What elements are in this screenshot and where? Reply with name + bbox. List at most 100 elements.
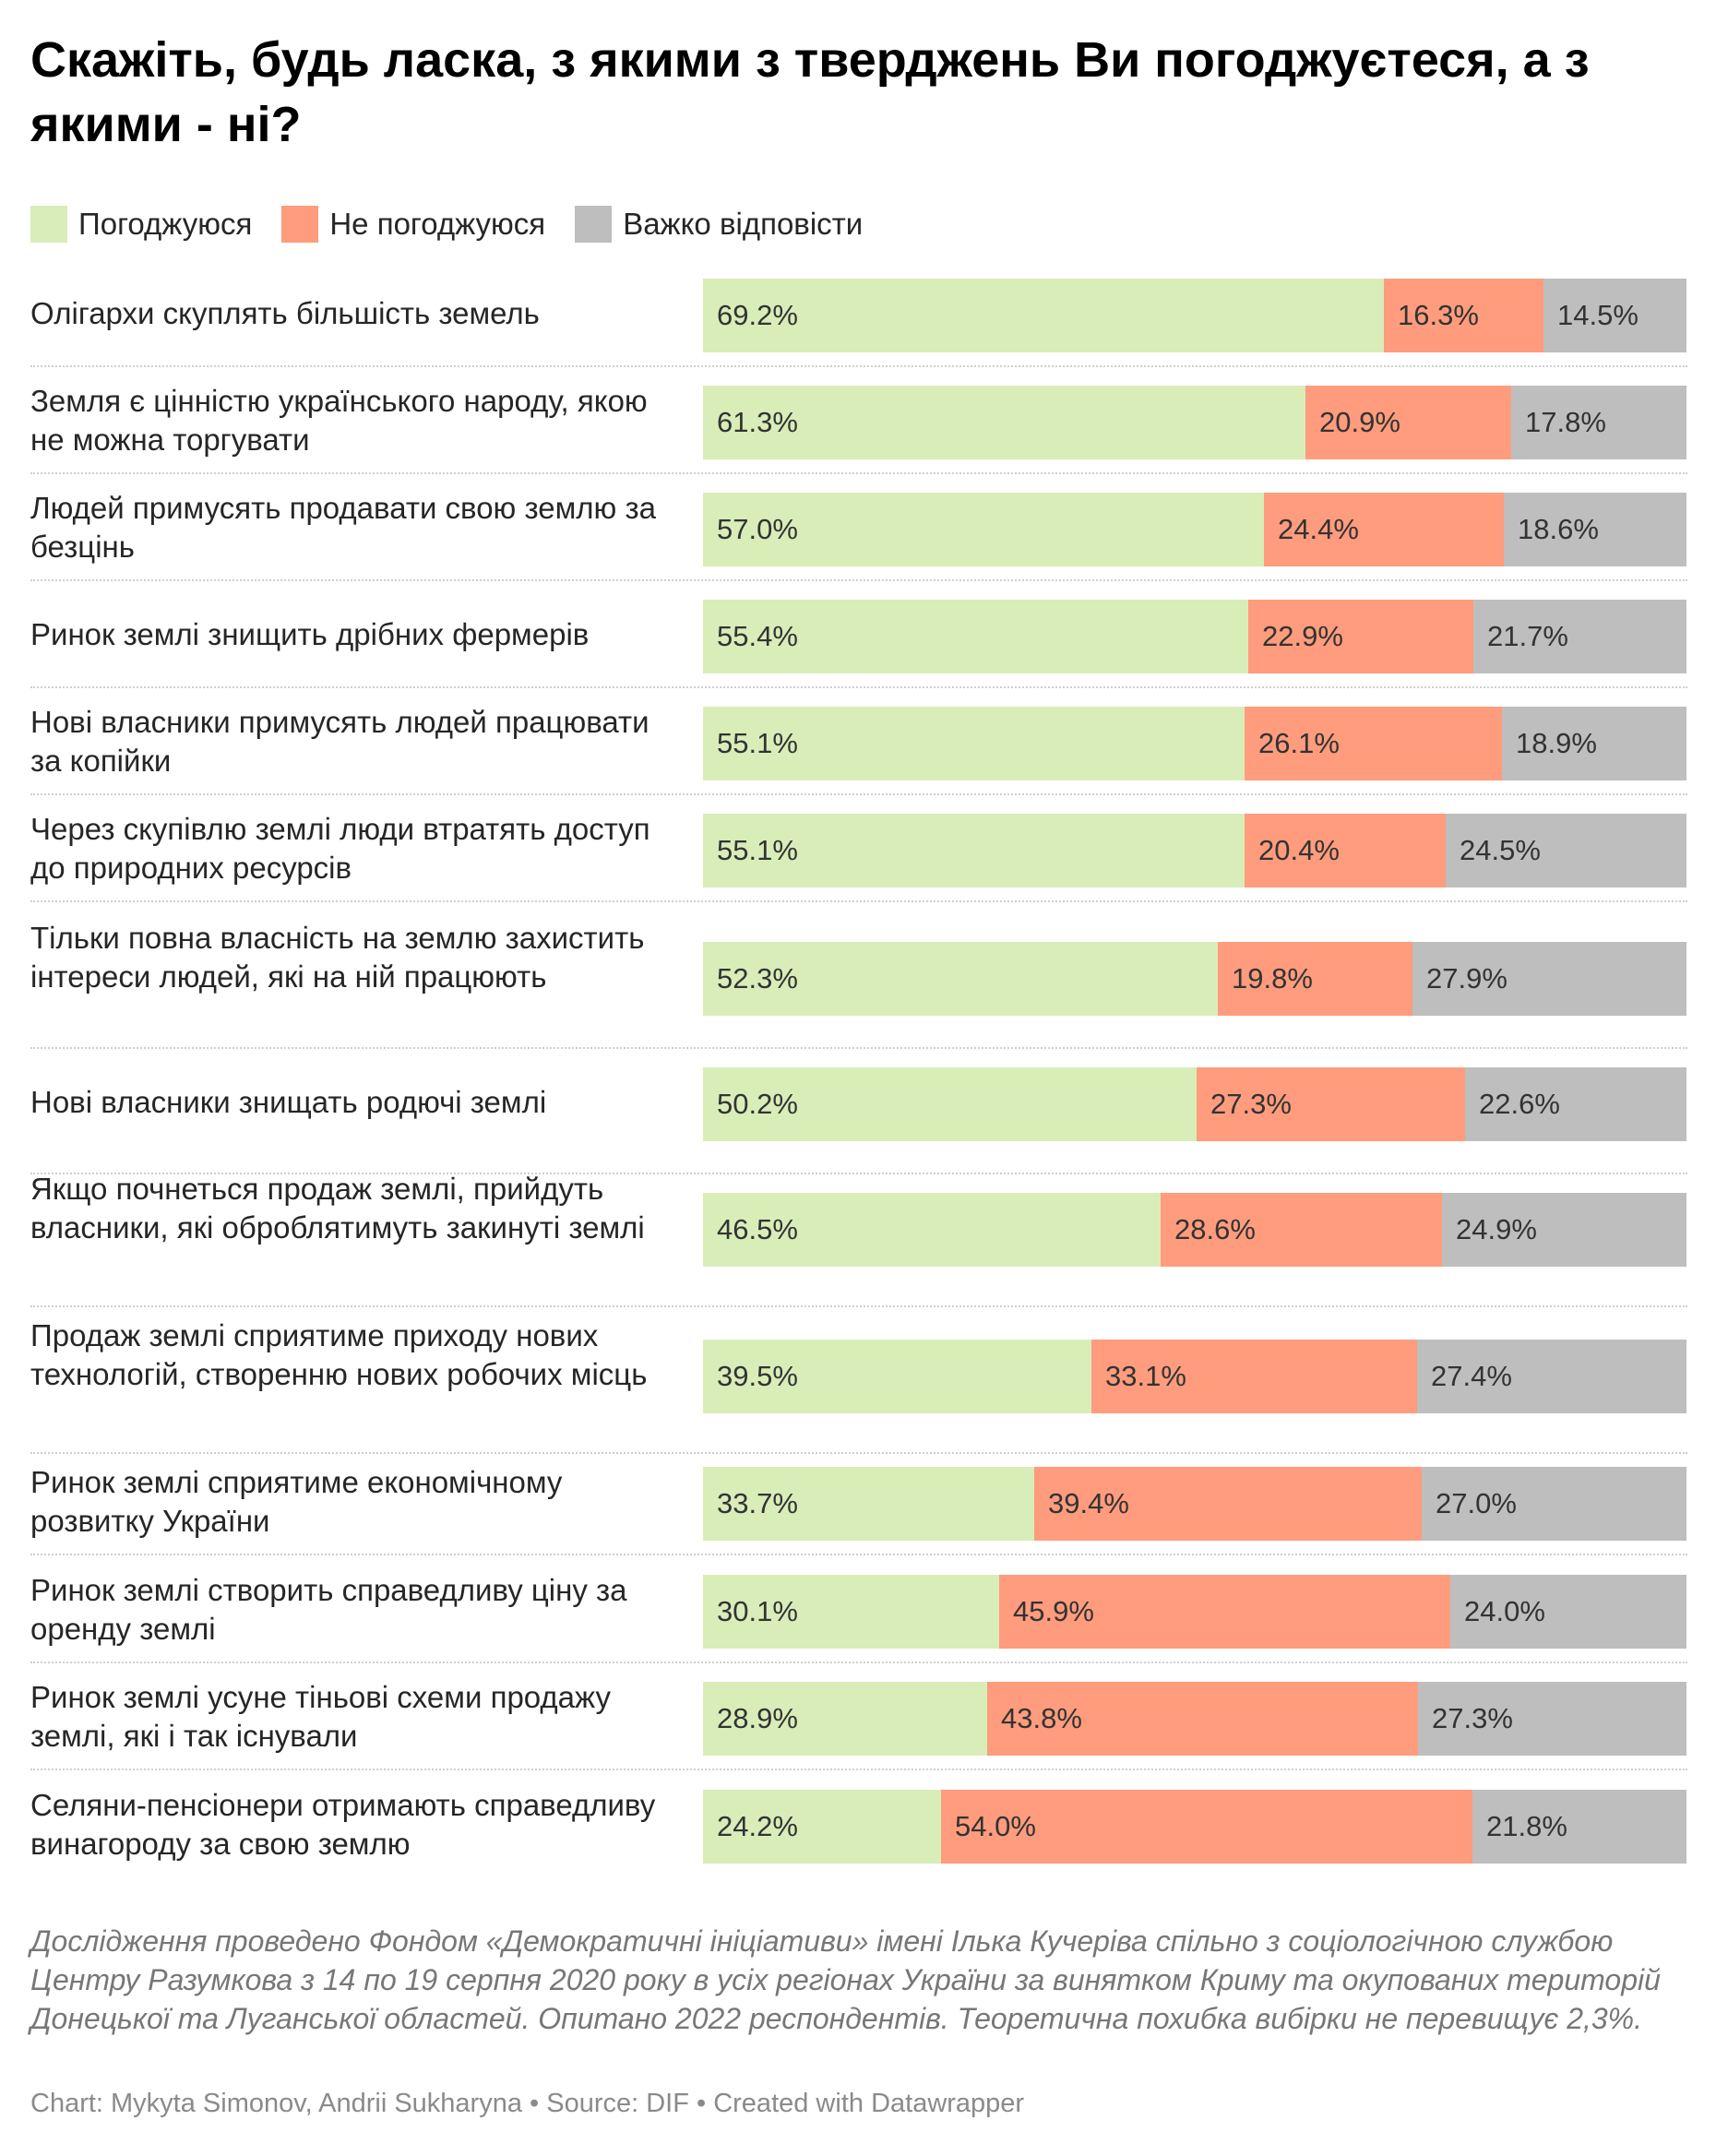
data-label-disagree: 43.8% — [1001, 1702, 1082, 1734]
data-label-hard-to-say: 17.8% — [1525, 406, 1606, 438]
data-label-agree: 33.7% — [717, 1487, 798, 1519]
bar-segment-hard-to-say — [1446, 814, 1686, 887]
row-label: Ринок землі знищить дрібних фермерів — [30, 617, 590, 651]
data-label-hard-to-say: 24.0% — [1464, 1595, 1545, 1627]
legend-item-disagree: Не погоджуюся — [281, 206, 545, 243]
bar-segment-disagree — [1245, 707, 1502, 780]
data-label-hard-to-say: 22.6% — [1479, 1088, 1560, 1120]
legend-label-hard-to-say: Важко відповісти — [623, 207, 864, 241]
chart-credits: Chart: Mykyta Simonov, Andrii Sukharyna … — [30, 2089, 1025, 2118]
legend-swatch-hard-to-say — [575, 206, 613, 243]
data-label-disagree: 33.1% — [1105, 1360, 1186, 1392]
data-label-disagree: 45.9% — [1013, 1595, 1094, 1627]
row-label: Нові власники примусять людей працювати … — [30, 705, 649, 778]
row-separator — [30, 793, 1687, 795]
bar-segment-hard-to-say — [1450, 1575, 1686, 1649]
legend-label-agree: Погоджуюся — [78, 207, 253, 241]
bar-segment-disagree — [1197, 1067, 1465, 1141]
legend-item-agree: Погоджуюся — [30, 206, 252, 243]
data-label-agree: 69.2% — [717, 299, 798, 331]
data-label-hard-to-say: 24.9% — [1456, 1213, 1537, 1245]
row-label: Людей примусять продавати свою землю за … — [30, 491, 656, 564]
bar-segment-agree — [703, 1340, 1091, 1413]
data-label-agree: 55.1% — [717, 834, 798, 866]
row-separator — [30, 1554, 1687, 1555]
bar-segment-agree — [703, 1467, 1034, 1541]
row-separator — [30, 1047, 1687, 1049]
data-label-hard-to-say: 24.5% — [1460, 834, 1541, 866]
data-label-agree: 57.0% — [717, 513, 798, 545]
row-separator — [30, 365, 1687, 367]
methodology-note: Дослідження проведено Фондом «Демократич… — [30, 1924, 1661, 2035]
chart-title: Скажіть, будь ласка, з якими з тверджень… — [30, 32, 1590, 152]
data-label-hard-to-say: 21.8% — [1486, 1810, 1567, 1842]
data-label-disagree: 39.4% — [1048, 1487, 1129, 1519]
bar-segment-agree — [703, 942, 1218, 1016]
data-label-agree: 39.5% — [717, 1360, 798, 1392]
legend-swatch-agree — [30, 206, 67, 243]
data-label-disagree: 20.9% — [1319, 406, 1400, 438]
data-label-disagree: 16.3% — [1398, 299, 1479, 331]
data-label-agree: 50.2% — [717, 1088, 798, 1120]
bar-segment-hard-to-say — [1472, 1790, 1686, 1864]
bar-segment-hard-to-say — [1417, 1340, 1686, 1413]
data-label-agree: 52.3% — [717, 962, 798, 995]
row-label: Ринок землі усуне тіньові схеми продажу … — [30, 1680, 611, 1753]
data-label-agree: 55.1% — [717, 727, 798, 759]
data-label-disagree: 20.4% — [1258, 834, 1340, 866]
bar-segment-agree — [703, 493, 1264, 566]
legend-item-hard-to-say: Важко відповісти — [575, 206, 863, 243]
row-label: Продаж землі сприятиме приходу нових тех… — [30, 1318, 648, 1391]
bar-segment-hard-to-say — [1422, 1467, 1686, 1541]
row-label: Нові власники знищать родючі землі — [30, 1085, 547, 1119]
bar-segment-disagree — [1091, 1340, 1417, 1413]
row-separator — [30, 579, 1687, 581]
data-label-agree: 61.3% — [717, 406, 798, 438]
data-label-hard-to-say: 27.3% — [1432, 1702, 1513, 1734]
bar-segment-agree — [703, 1193, 1161, 1267]
data-label-disagree: 19.8% — [1232, 962, 1313, 995]
bar-segment-disagree — [1161, 1193, 1442, 1267]
data-label-hard-to-say: 27.9% — [1426, 962, 1507, 995]
row-label: Ринок землі створить справедливу ціну за… — [30, 1573, 627, 1646]
bar-segment-disagree — [1264, 493, 1504, 566]
bar-segment-agree — [703, 1682, 987, 1756]
row-separator — [30, 1662, 1687, 1663]
bar-segment-hard-to-say — [1504, 493, 1686, 566]
row-separator — [30, 472, 1687, 474]
data-label-disagree: 54.0% — [955, 1810, 1036, 1842]
row-label: Якщо почнеться продаж землі, прийдуть вл… — [30, 1172, 645, 1245]
row-separator — [30, 1452, 1687, 1454]
bar-segment-agree — [703, 1790, 941, 1864]
bar-segment-hard-to-say — [1442, 1193, 1686, 1267]
row-separator — [30, 1173, 1687, 1174]
data-label-agree: 28.9% — [717, 1702, 798, 1734]
data-label-disagree: 27.3% — [1210, 1088, 1292, 1120]
bar-segment-disagree — [1218, 942, 1412, 1016]
bar-segment-hard-to-say — [1502, 707, 1686, 780]
legend-label-disagree: Не погоджуюся — [329, 207, 546, 241]
row-label: Земля є цінністю українського народу, як… — [30, 384, 648, 457]
bar-segment-agree — [703, 1575, 999, 1649]
data-label-disagree: 26.1% — [1258, 727, 1340, 759]
data-label-hard-to-say: 21.7% — [1487, 620, 1568, 652]
bar-segment-hard-to-say — [1412, 942, 1686, 1016]
row-separator — [30, 1305, 1687, 1307]
row-label: Селяни-пенсіонери отримають справедливу … — [30, 1788, 656, 1861]
bar-segment-agree — [703, 814, 1245, 887]
row-separator — [30, 900, 1687, 902]
bar-segment-disagree — [1248, 600, 1473, 673]
data-label-disagree: 22.9% — [1262, 620, 1343, 652]
data-label-disagree: 24.4% — [1278, 513, 1359, 545]
bar-segment-disagree — [999, 1575, 1450, 1649]
bar-segment-disagree — [1384, 279, 1543, 352]
data-label-agree: 46.5% — [717, 1213, 798, 1245]
row-label: Олігархи скуплять більшість земель — [30, 296, 540, 330]
legend-swatch-disagree — [281, 206, 319, 243]
bar-segment-agree — [703, 707, 1245, 780]
bar-segment-agree — [703, 279, 1384, 352]
data-label-agree: 30.1% — [717, 1595, 798, 1627]
row-label: Через скупівлю землі люди втратять досту… — [30, 812, 650, 885]
